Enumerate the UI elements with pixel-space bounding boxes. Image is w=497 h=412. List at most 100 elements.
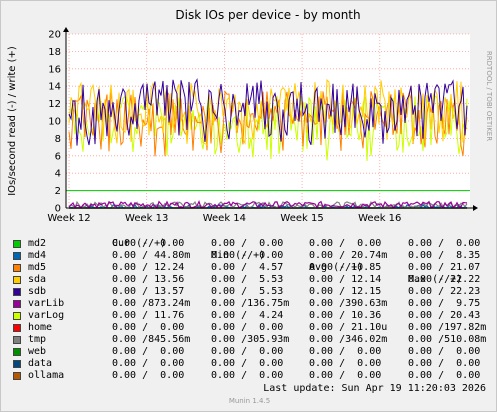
- legend-avg: 0.00 / 0.00: [309, 358, 382, 369]
- legend-swatch: [13, 312, 21, 320]
- y-tick-label: 18: [48, 47, 61, 58]
- legend-max: 0.00 / 0.00: [408, 238, 481, 249]
- y-tick-label: 20: [48, 30, 61, 41]
- series-line-sdb: [68, 78, 468, 146]
- x-axis-arrow: [473, 205, 478, 211]
- legend-name: web: [28, 346, 47, 357]
- legend-min: 0.00 /136.75m: [211, 298, 290, 309]
- legend-max: 0.00 / 0.00: [408, 358, 481, 369]
- legend-swatch: [13, 336, 21, 344]
- legend-max: 0.00 / 21.07: [408, 262, 481, 273]
- legend-cur: 0.00 / 0.00: [112, 346, 185, 357]
- legend-max: 0.00 /197.82m: [408, 322, 487, 333]
- legend-max: 0.00 / 20.43: [408, 310, 481, 321]
- legend-min: 0.00 / 4.24: [211, 310, 284, 321]
- side-label: RRDTOOL / TOBI OETIKER: [485, 51, 493, 141]
- legend-name: sdb: [28, 286, 47, 297]
- col-min-header: Min (-/+): [211, 250, 266, 261]
- legend-min: 0.00 / 0.00: [211, 322, 284, 333]
- legend-name: ollama: [28, 370, 65, 381]
- legend-cur: 0.00 / 0.00: [112, 322, 185, 333]
- x-tick-label: Week 13: [125, 213, 168, 224]
- legend-name: data: [28, 358, 53, 369]
- legend-avg: 0.00 / 0.00: [309, 370, 382, 381]
- legend-avg: 0.00 /346.02m: [309, 334, 388, 345]
- legend-swatch: [13, 276, 21, 284]
- legend-avg: 0.00 / 10.36: [309, 310, 382, 321]
- legend-cur: 0.00 /845.56m: [112, 334, 191, 345]
- y-tick-label: 6: [55, 151, 61, 162]
- legend-cur: 0.00 / 13.57: [112, 286, 185, 297]
- legend-min: 0.00 / 0.00: [211, 370, 284, 381]
- col-avg-header: Avg (-/+): [309, 262, 364, 273]
- legend-name: sda: [28, 274, 47, 285]
- legend-row-varLib: varLib 0.00 /873.24m 0.00 /136.75m 0.00 /39…: [11, 298, 491, 310]
- legend-swatch: [13, 288, 21, 296]
- legend-max: 0.00 / 9.75: [408, 298, 481, 309]
- legend-row-home: home 0.00 / 0.00 0.00 / 0.00 0.00 / 21.10u 0…: [11, 322, 491, 334]
- x-tick-label: Week 12: [47, 213, 90, 224]
- y-axis-label: IOs/second read (-) / write (+): [7, 46, 18, 196]
- y-tick-label: 16: [48, 64, 61, 75]
- legend-min: 0.00 / 0.00: [211, 358, 284, 369]
- legend-row-web: web 0.00 / 0.00 0.00 / 0.00 0.00 / 0.00 0.00…: [11, 346, 491, 358]
- legend-row-data: data 0.00 / 0.00 0.00 / 0.00 0.00 / 0.00 0.0…: [11, 358, 491, 370]
- y-tick-label: 0: [55, 204, 61, 215]
- legend-avg: 0.00 /390.63m: [309, 298, 388, 309]
- legend-min: 0.00 / 0.00: [211, 238, 284, 249]
- legend-min: 0.00 / 5.53: [211, 286, 284, 297]
- legend-swatch: [13, 324, 21, 332]
- legend-row-sdb: sdb 0.00 / 13.57 0.00 / 5.53 0.00 / 12.15 0.…: [11, 286, 491, 298]
- grid: [66, 33, 470, 208]
- legend-avg: 0.00 / 21.10u: [309, 322, 388, 333]
- legend-row-md2: md2 0.00 / 0.00 0.00 / 0.00 0.00 / 0.00 0.00…: [11, 238, 491, 250]
- legend-avg: 0.00 / 12.14: [309, 274, 382, 285]
- y-tick-label: 10: [48, 117, 61, 128]
- legend-row-md5: md5 0.00 / 12.24 0.00 / 4.57 0.00 / 10.85 0.…: [11, 262, 491, 274]
- legend-min: 0.00 /305.93m: [211, 334, 290, 345]
- legend-rows: md2 0.00 / 0.00 0.00 / 0.00 0.00 / 0.00 0.00…: [11, 238, 491, 382]
- legend-avg: 0.00 / 12.15: [309, 286, 382, 297]
- legend-cur: 0.00 / 13.56: [112, 274, 185, 285]
- legend-avg: 0.00 / 0.00: [309, 346, 382, 357]
- legend-max: 0.00 / 0.00: [408, 370, 481, 381]
- legend-swatch: [13, 252, 21, 260]
- legend-row-ollama: ollama 0.00 / 0.00 0.00 / 0.00 0.00 / 0.00 0…: [11, 370, 491, 382]
- legend-min: 0.00 / 0.00: [211, 250, 284, 261]
- legend-swatch: [13, 240, 21, 248]
- legend-max: 0.00 / 22.22: [408, 274, 481, 285]
- legend-swatch: [13, 372, 21, 380]
- legend-cur: 0.00 / 0.00: [112, 358, 185, 369]
- y-axis-arrow: [63, 27, 69, 32]
- legend-min: 0.00 / 5.53: [211, 274, 284, 285]
- col-cur-header: Cur (-/+): [112, 238, 167, 249]
- legend-row-tmp: tmp 0.00 /845.56m 0.00 /305.93m 0.00 /346.0…: [11, 334, 491, 346]
- legend-avg: 0.00 / 0.00: [309, 238, 382, 249]
- legend-name: tmp: [28, 334, 47, 345]
- legend-name: md5: [28, 262, 47, 273]
- legend-row-varLog: varLog 0.00 / 11.76 0.00 / 4.24 0.00 / 10.3…: [11, 310, 491, 322]
- legend-cur: 0.00 / 11.76: [112, 310, 185, 321]
- legend-swatch: [13, 348, 21, 356]
- legend-name: varLog: [28, 310, 65, 321]
- y-tick-label: 8: [55, 134, 61, 145]
- x-tick-label: Week 15: [280, 213, 323, 224]
- col-max-header: Max (-/+): [408, 274, 463, 285]
- legend-cur: 0.00 / 44.80m: [112, 250, 191, 261]
- legend-min: 0.00 / 4.57: [211, 262, 284, 273]
- legend-avg: 0.00 / 20.74m: [309, 250, 388, 261]
- legend-max: 0.00 / 0.00: [408, 346, 481, 357]
- y-tick-label: 14: [48, 82, 61, 93]
- legend-max: 0.00 / 22.23: [408, 286, 481, 297]
- axes: 0 2 4 6 8 10 12 14 16 18 20 Week 12 Week 13 Week 14 We…: [47, 27, 478, 224]
- y-tick-label: 2: [55, 186, 61, 197]
- chart-svg: 0 2 4 6 8 10 12 14 16 18 20 Week 12 Week 13 Week 14 We…: [7, 8, 493, 224]
- y-tick-label: 4: [55, 169, 61, 180]
- series-line-varLib: [68, 199, 468, 209]
- legend-min: 0.00 / 0.00: [211, 346, 284, 357]
- legend-cur: 0.00 / 12.24: [112, 262, 185, 273]
- legend-max: 0.00 / 8.35: [408, 250, 481, 261]
- legend-cur: 0.00 / 0.00: [112, 238, 185, 249]
- legend-name: md4: [28, 250, 47, 261]
